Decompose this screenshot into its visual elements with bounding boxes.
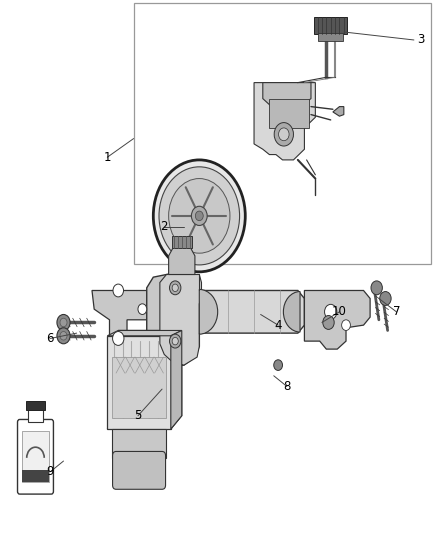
Text: 3: 3 xyxy=(417,34,424,46)
Circle shape xyxy=(323,316,334,329)
Wedge shape xyxy=(283,292,300,332)
Circle shape xyxy=(172,284,178,292)
Bar xyxy=(22,470,49,482)
Text: 5: 5 xyxy=(134,409,141,422)
Circle shape xyxy=(153,160,245,272)
Circle shape xyxy=(113,284,124,297)
Text: 2: 2 xyxy=(160,220,168,233)
Circle shape xyxy=(172,337,178,345)
Polygon shape xyxy=(169,245,195,274)
Circle shape xyxy=(138,304,147,314)
Polygon shape xyxy=(254,83,315,160)
Circle shape xyxy=(380,292,391,305)
Text: 10: 10 xyxy=(332,305,347,318)
Circle shape xyxy=(279,128,289,141)
Text: 6: 6 xyxy=(46,332,54,345)
Circle shape xyxy=(60,318,67,327)
Circle shape xyxy=(113,332,124,345)
Circle shape xyxy=(169,179,230,253)
Polygon shape xyxy=(147,272,199,368)
Bar xyxy=(28,409,43,422)
Circle shape xyxy=(191,206,207,225)
Polygon shape xyxy=(160,274,201,365)
Bar xyxy=(26,401,45,410)
Circle shape xyxy=(159,167,240,265)
Circle shape xyxy=(57,328,70,344)
Bar xyxy=(22,431,49,482)
Text: 4: 4 xyxy=(274,319,282,332)
Bar xyxy=(134,3,431,264)
Bar xyxy=(314,17,347,34)
Text: 1: 1 xyxy=(103,151,111,164)
Circle shape xyxy=(274,123,293,146)
Polygon shape xyxy=(263,83,311,107)
Circle shape xyxy=(274,360,283,370)
Circle shape xyxy=(57,314,70,330)
FancyBboxPatch shape xyxy=(113,451,166,489)
Bar xyxy=(112,357,166,418)
Polygon shape xyxy=(107,330,182,336)
Circle shape xyxy=(342,320,350,330)
Text: 8: 8 xyxy=(283,380,290,393)
Circle shape xyxy=(170,334,181,348)
Circle shape xyxy=(60,332,67,340)
Wedge shape xyxy=(199,289,218,334)
Polygon shape xyxy=(112,429,166,458)
Polygon shape xyxy=(199,290,304,333)
Circle shape xyxy=(371,281,382,295)
Polygon shape xyxy=(171,330,182,429)
Bar xyxy=(318,33,343,41)
Circle shape xyxy=(195,211,203,221)
Polygon shape xyxy=(304,290,370,349)
Text: 7: 7 xyxy=(392,305,400,318)
Circle shape xyxy=(325,304,337,319)
Circle shape xyxy=(170,281,181,295)
Text: 9: 9 xyxy=(46,465,54,478)
Polygon shape xyxy=(333,107,344,116)
Bar xyxy=(172,236,192,248)
Bar xyxy=(107,336,171,429)
Polygon shape xyxy=(92,290,162,352)
FancyBboxPatch shape xyxy=(18,419,53,494)
Bar xyxy=(269,99,309,128)
Polygon shape xyxy=(107,330,182,429)
